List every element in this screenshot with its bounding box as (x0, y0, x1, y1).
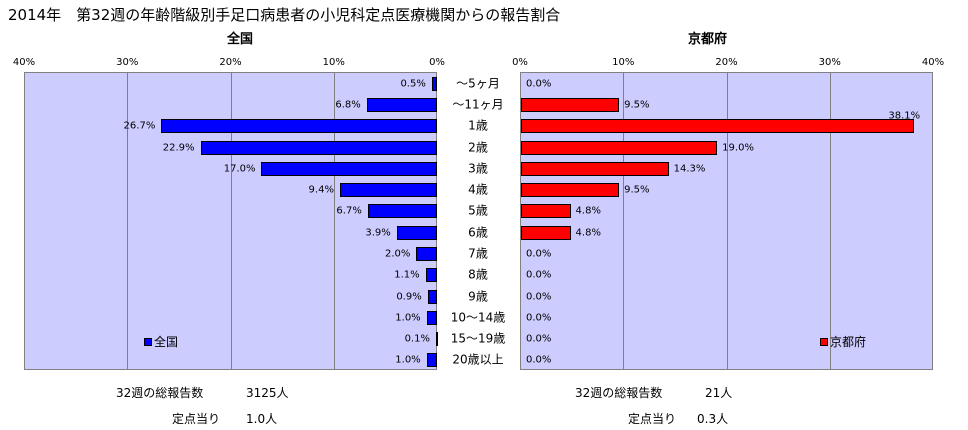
national-total-value: 3125人 (246, 386, 289, 400)
kyoto-bar (521, 97, 620, 112)
age-category-label: 15～19歳 (450, 331, 506, 346)
national-value-label: 3.9% (365, 227, 391, 239)
x-tick-label: 10% (322, 57, 345, 68)
national-chart-title: 全国 (227, 32, 254, 47)
main-title: 2014年 第32週の年齢階級別手足口病患者の小児科定点医療機関からの報告割合 (8, 6, 561, 24)
national-bar (425, 268, 437, 283)
kyoto-bar (521, 140, 718, 155)
national-per-value: 1.0人 (246, 412, 278, 426)
x-tick-label: 30% (116, 57, 139, 68)
national-value-label: 0.1% (404, 333, 430, 345)
national-value-label: 0.5% (400, 78, 426, 90)
national-plot-area: 0.5% 6.8% 26.7% 22.9% 17.0% 9.4% 6.7% 3.9% 2.0% 1… (24, 72, 438, 370)
kyoto-total-label: 32週の総報告数 (575, 386, 663, 400)
kyoto-bar (521, 204, 571, 219)
age-category-label: 1歳 (468, 118, 488, 133)
national-value-label: 17.0% (223, 163, 256, 175)
national-bar (367, 204, 437, 219)
gridline (726, 73, 728, 369)
national-bar (161, 119, 437, 134)
national-bar (431, 76, 437, 91)
kyoto-bar (521, 119, 915, 134)
kyoto-bar (521, 161, 669, 176)
national-legend-swatch (144, 337, 152, 346)
national-bar (261, 161, 437, 176)
kyoto-legend-label: 京都府 (830, 335, 867, 349)
national-bar (426, 310, 437, 325)
national-per-label: 定点当り (172, 412, 221, 426)
kyoto-value-label: 0.0% (526, 248, 552, 260)
x-tick-label: 20% (715, 57, 738, 68)
age-category-label: ～5ヶ月 (456, 76, 500, 91)
kyoto-value-label: 0.0% (526, 354, 552, 366)
age-category-label: 2歳 (468, 140, 488, 154)
age-category-label: 5歳 (468, 203, 488, 218)
national-value-label: 6.8% (335, 99, 361, 111)
gridline (333, 73, 335, 369)
gridline (623, 73, 625, 369)
kyoto-total-value: 21人 (705, 386, 733, 400)
national-value-label: 6.7% (336, 205, 362, 217)
national-value-label: 0.9% (396, 291, 422, 302)
kyoto-value-label: 9.5% (624, 99, 650, 111)
x-tick-label: 30% (818, 57, 841, 68)
kyoto-value-label: 9.5% (624, 184, 650, 196)
national-total-label: 32週の総報告数 (116, 386, 204, 400)
gridline (829, 73, 831, 369)
x-tick-label: 40% (921, 57, 945, 68)
age-category-label: 10～14歳 (450, 310, 506, 325)
national-value-label: 9.4% (308, 184, 334, 196)
national-bar (396, 225, 437, 240)
national-value-label: 2.0% (384, 248, 411, 260)
age-category-label: 3歳 (468, 161, 488, 176)
kyoto-value-label: 19.0% (722, 142, 754, 153)
national-value-label: 1.1% (394, 269, 420, 281)
age-category-label: 9歳 (468, 289, 488, 303)
gridline (230, 73, 232, 369)
kyoto-value-label: 38.1% (888, 110, 921, 122)
x-tick-label: 10% (612, 57, 635, 68)
national-legend-label: 全国 (154, 335, 179, 349)
kyoto-value-label: 0.0% (526, 291, 552, 302)
kyoto-bar (521, 183, 620, 198)
national-bar (426, 353, 437, 368)
kyoto-chart-title: 京都府 (688, 32, 728, 47)
age-category-label: 8歳 (468, 267, 488, 282)
national-bar (339, 183, 437, 198)
national-legend: 全国 (144, 333, 178, 350)
kyoto-legend-swatch (820, 337, 828, 346)
age-category-label: 6歳 (468, 225, 488, 240)
age-category-label: ～11ヶ月 (452, 97, 504, 112)
kyoto-value-label: 4.8% (575, 227, 601, 239)
national-bar (435, 332, 438, 347)
kyoto-legend: 京都府 (820, 333, 866, 350)
age-category-label: 7歳 (468, 246, 488, 261)
national-bar (200, 140, 437, 155)
kyoto-value-label: 4.8% (575, 205, 601, 217)
national-value-label: 1.0% (395, 354, 421, 366)
national-bar (416, 246, 437, 261)
x-tick-label: 0% (429, 57, 445, 68)
kyoto-plot-area: 0.0% 9.5% 38.1% 19.0% 14.3% 9.5% 4.8% 4.8% 0.0% 0… (520, 72, 933, 370)
national-value-label: 1.0% (395, 312, 421, 324)
age-category-label: 4歳 (468, 182, 488, 197)
kyoto-value-label: 0.0% (526, 78, 552, 90)
age-category-label: 20歳以上 (452, 352, 504, 367)
x-tick-label: 20% (219, 57, 242, 68)
national-value-label: 22.9% (162, 142, 195, 153)
kyoto-per-label: 定点当り (628, 412, 677, 426)
kyoto-value-label: 0.0% (526, 269, 552, 281)
national-bar (427, 289, 437, 304)
kyoto-bar (521, 225, 571, 240)
kyoto-value-label: 0.0% (526, 333, 552, 345)
x-tick-label: 0% (512, 57, 528, 68)
national-bar (366, 97, 437, 112)
gridline (127, 73, 129, 369)
kyoto-per-value: 0.3人 (697, 412, 729, 426)
kyoto-value-label: 14.3% (673, 163, 706, 175)
kyoto-value-label: 0.0% (526, 312, 552, 324)
national-value-label: 26.7% (123, 120, 156, 132)
x-tick-label: 40% (12, 57, 36, 68)
